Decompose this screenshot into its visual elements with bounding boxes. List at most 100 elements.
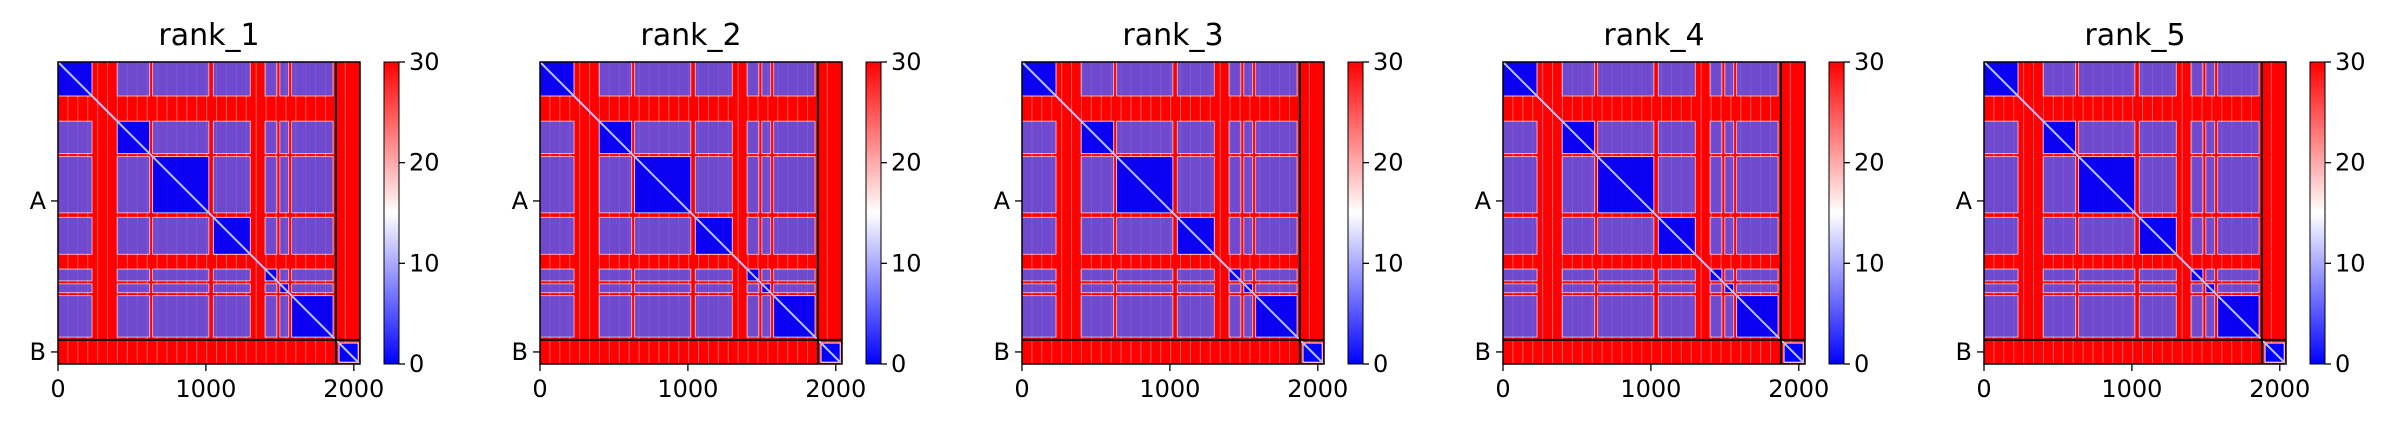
heatmap-domain-block: [116, 295, 151, 338]
colorbar-tick-label: 10: [409, 249, 440, 277]
heatmap-domain-block: [1080, 216, 1115, 255]
heatmap-domain-block: [1657, 120, 1696, 155]
heatmap-domain-block: [634, 120, 692, 155]
heatmap-domain-block: [1561, 283, 1596, 294]
heatmap-domain-block: [291, 61, 334, 97]
heatmap-domain-block: [1116, 283, 1174, 294]
heatmap-domain-block: [761, 156, 772, 214]
heatmap-domain-block: [1736, 156, 1779, 214]
heatmap-domain-block: [539, 216, 575, 255]
x-tick-label: 1000: [1139, 375, 1200, 403]
heatmap-domain-block: [264, 120, 278, 155]
heatmap-domain-block: [1657, 295, 1696, 338]
heatmap-domain-block: [279, 156, 290, 214]
heatmap-domain-block: [746, 216, 760, 255]
heatmap-domain-block: [1228, 295, 1242, 338]
heatmap-domain-block: [212, 120, 251, 155]
x-tick-label: 0: [50, 375, 65, 403]
heatmap-domain-block: [152, 268, 210, 282]
heatmap-domain-block: [1983, 295, 2019, 338]
heatmap-domain-block: [1983, 283, 2019, 294]
heatmap-domain-block: [1021, 156, 1057, 214]
heatmap-domain-block: [694, 268, 733, 282]
heatmap-domain-block: [2078, 283, 2136, 294]
heatmap-domain-block: [2217, 61, 2260, 97]
y-tick-label: B: [1956, 338, 1972, 366]
heatmap-domain-block: [1021, 120, 1057, 155]
colorbar-tick-label: 10: [1854, 249, 1885, 277]
heatmap-domain-block: [1709, 295, 1723, 338]
heatmap-domain-block: [1116, 216, 1174, 255]
heatmap-domain-block: [1657, 283, 1696, 294]
heatmap-domain-block: [2205, 61, 2216, 97]
heatmap-domain-block: [1080, 295, 1115, 338]
heatmap-domain-block: [1502, 120, 1538, 155]
x-tick-label: 2000: [805, 375, 866, 403]
heatmap-domain-block: [634, 61, 692, 97]
colorbar-tick-label: 0: [2335, 350, 2350, 378]
heatmap-domain-block: [746, 283, 760, 294]
heatmap-domain-block: [1597, 216, 1655, 255]
heatmap-diagonal: [1021, 61, 1325, 365]
y-tick-label: A: [1475, 187, 1492, 215]
heatmap-domain-block: [1176, 156, 1215, 214]
heatmap-domain-block: [598, 156, 633, 214]
heatmap-domain-block: [212, 283, 251, 294]
heatmap-domain-block: [116, 216, 151, 255]
heatmap-domain-block: [57, 120, 93, 155]
heatmap-domain-block: [1724, 156, 1735, 214]
panel-title: rank_2: [640, 18, 741, 53]
heatmap-domain-block: [1176, 283, 1215, 294]
heatmap-domain-block: [291, 268, 334, 282]
colorbar-tick-label: 20: [891, 149, 922, 177]
heatmap-domain-block: [291, 216, 334, 255]
heatmap-domain-block: [1116, 268, 1174, 282]
axes-frame: [1502, 61, 1806, 365]
x-tick-label: 1000: [175, 375, 236, 403]
x-tick-label: 2000: [1287, 375, 1348, 403]
heatmap-domain-block: [1243, 120, 1254, 155]
x-tick-label: 0: [1976, 375, 1991, 403]
heatmap-domain-block: [152, 295, 210, 338]
colorbar-tick-label: 0: [891, 350, 906, 378]
heatmap-domain-block: [1709, 120, 1723, 155]
colorbar: [1828, 61, 1845, 365]
heatmap-domain-block: [116, 61, 151, 97]
heatmap-domain-block: [761, 216, 772, 255]
heatmap-domain-block: [2205, 295, 2216, 338]
colorbar-tick-label: 30: [891, 48, 922, 76]
heatmap-domain-block: [773, 268, 816, 282]
axes-frame: [1983, 61, 2287, 365]
heatmap-domain-block: [2217, 120, 2260, 155]
heatmap-domain-block: [57, 295, 93, 338]
heatmap-domain-block: [1243, 216, 1254, 255]
heatmap-domain-block: [2138, 283, 2177, 294]
heatmap-domain-block: [57, 156, 93, 214]
heatmap-domain-block: [1983, 268, 2019, 282]
heatmap-domain-block: [1597, 120, 1655, 155]
heatmap-domain-block: [264, 156, 278, 214]
heatmap-domain-block: [2042, 268, 2077, 282]
heatmap-domain-block: [1228, 61, 1242, 97]
heatmap-domain-block: [2078, 120, 2136, 155]
heatmap-domain-block: [279, 295, 290, 338]
heatmap-domain-block: [1255, 268, 1298, 282]
heatmap-domain-block: [2217, 268, 2260, 282]
heatmap-domain-block: [212, 61, 251, 97]
colorbar-tick-label: 20: [409, 149, 440, 177]
heatmap-domain-block: [1243, 295, 1254, 338]
heatmap-domain-block: [1116, 120, 1174, 155]
heatmap-domain-block: [2190, 156, 2204, 214]
heatmap-domain-block: [746, 295, 760, 338]
heatmap-domain-block: [1724, 61, 1735, 97]
heatmap-domain-block: [2190, 295, 2204, 338]
heatmap-domain-block: [1243, 268, 1254, 282]
heatmap-domain-block: [116, 268, 151, 282]
heatmap-domain-block: [1597, 295, 1655, 338]
heatmap-domain-block: [539, 295, 575, 338]
heatmap-domain-block: [2190, 283, 2204, 294]
heatmap-domain-block: [1021, 295, 1057, 338]
heatmap-domain-block: [279, 268, 290, 282]
